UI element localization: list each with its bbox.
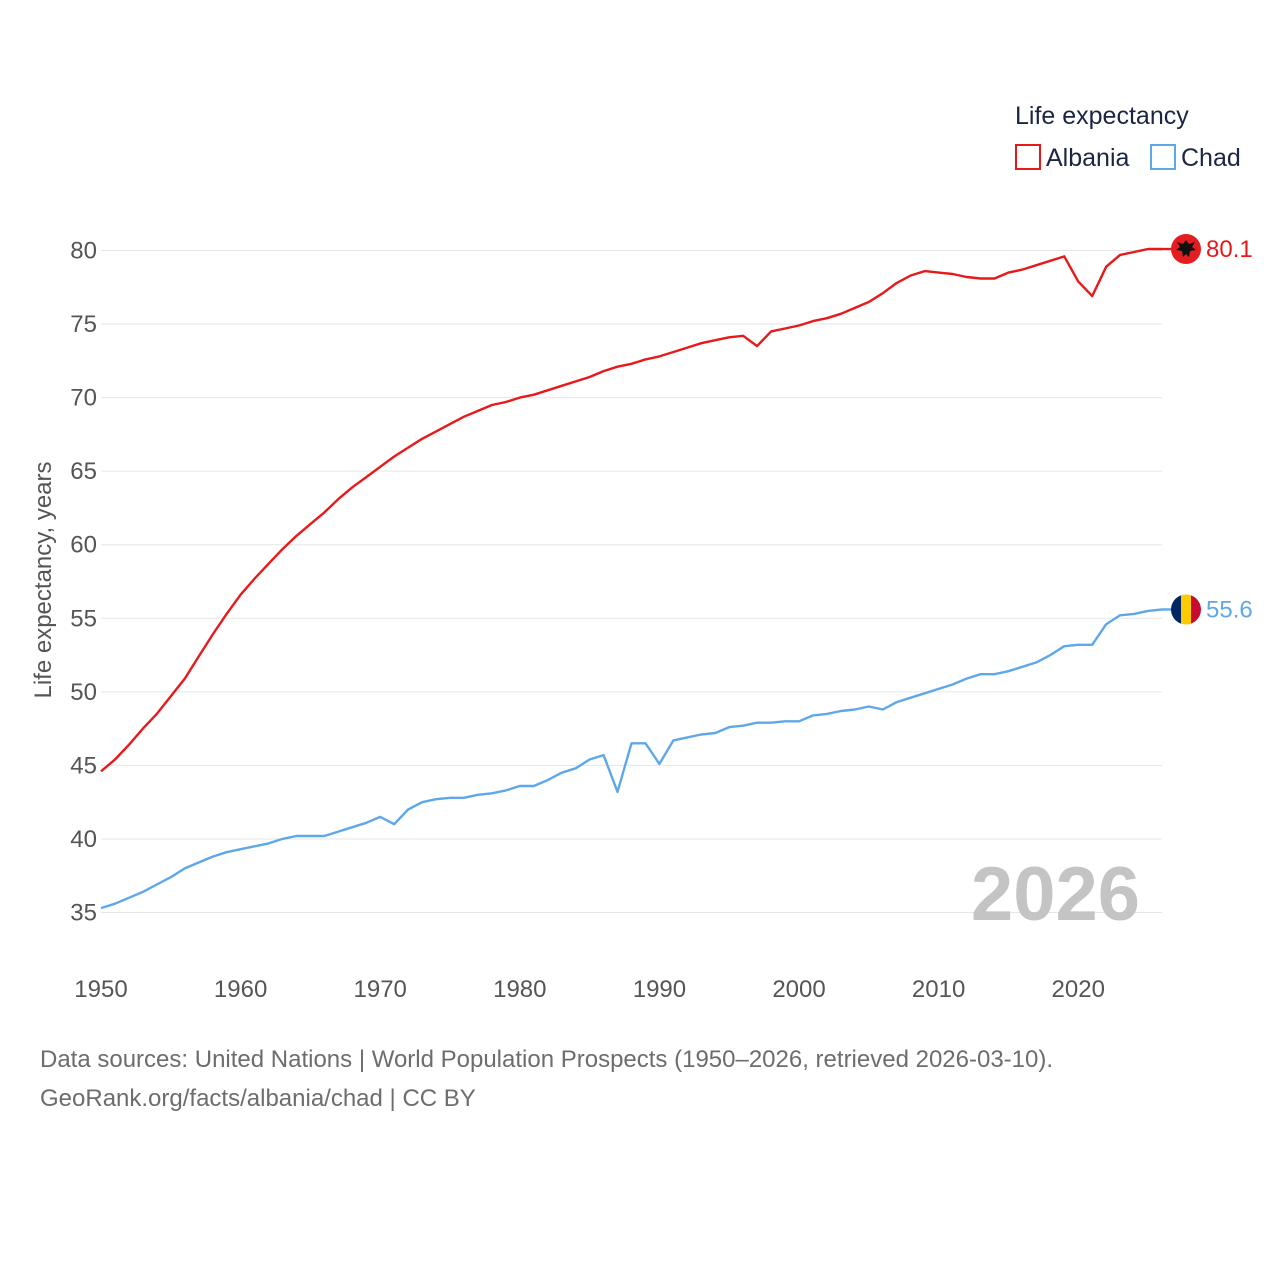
legend-item-albania[interactable]: Albania [1015, 144, 1129, 172]
legend-label-albania: Albania [1046, 144, 1129, 172]
albania-end-value: 80.1 [1206, 236, 1253, 263]
year-watermark: 2026 [971, 852, 1140, 937]
y-tick-label: 80 [70, 238, 97, 265]
data-sources-text: Data sources: United Nations | World Pop… [40, 1046, 1054, 1073]
y-tick-label: 60 [70, 532, 97, 559]
y-tick-label: 65 [70, 458, 97, 485]
x-tick-label: 2020 [1052, 976, 1105, 1003]
x-tick-label: 1970 [354, 976, 407, 1003]
series [100, 247, 1172, 910]
y-axis: 35 40 45 50 55 60 65 70 75 80 [70, 238, 97, 927]
y-tick-label: 75 [70, 311, 97, 338]
x-tick-label: 2010 [912, 976, 965, 1003]
source-link[interactable]: GeoRank.org/facts/albania/chad | CC BY [40, 1085, 476, 1112]
chad-end-value: 55.6 [1206, 597, 1253, 624]
gridlines [101, 250, 1162, 913]
line-chart: 35 40 45 50 55 60 65 70 75 80 1950 1960 1970 1980 199… [30, 102, 1253, 1003]
x-tick-label: 2000 [772, 976, 825, 1003]
y-tick-label: 35 [70, 900, 97, 927]
x-tick-label: 1960 [214, 976, 267, 1003]
x-tick-label: 1950 [74, 976, 127, 1003]
legend-title: Life expectancy [1015, 102, 1189, 130]
y-tick-label: 40 [70, 826, 97, 853]
series-line-albania[interactable] [100, 247, 1162, 773]
albania-eagle-icon [1176, 240, 1196, 257]
series-line-chad[interactable] [100, 608, 1163, 910]
legend-swatch-albania [1015, 144, 1041, 170]
albania-end-marker: 80.1 [1171, 234, 1253, 264]
legend: Life expectancy Albania Chad [1015, 102, 1241, 172]
y-tick-label: 70 [70, 385, 97, 412]
x-axis: 1950 1960 1970 1980 1990 2000 2010 2020 [74, 976, 1105, 1003]
x-tick-label: 1990 [633, 976, 686, 1003]
x-tick-label: 1980 [493, 976, 546, 1003]
y-tick-label: 45 [70, 752, 97, 779]
legend-label-chad: Chad [1181, 144, 1241, 172]
y-axis-label: Life expectancy, years [30, 461, 57, 698]
chad-flag-icon [1171, 594, 1201, 625]
legend-swatch-chad [1150, 144, 1176, 170]
y-tick-label: 50 [70, 679, 97, 706]
footer: Data sources: United Nations | World Pop… [40, 1040, 1053, 1118]
legend-item-chad[interactable]: Chad [1150, 144, 1241, 172]
y-tick-label: 55 [70, 605, 97, 632]
chad-end-marker: 55.6 [1171, 594, 1253, 625]
